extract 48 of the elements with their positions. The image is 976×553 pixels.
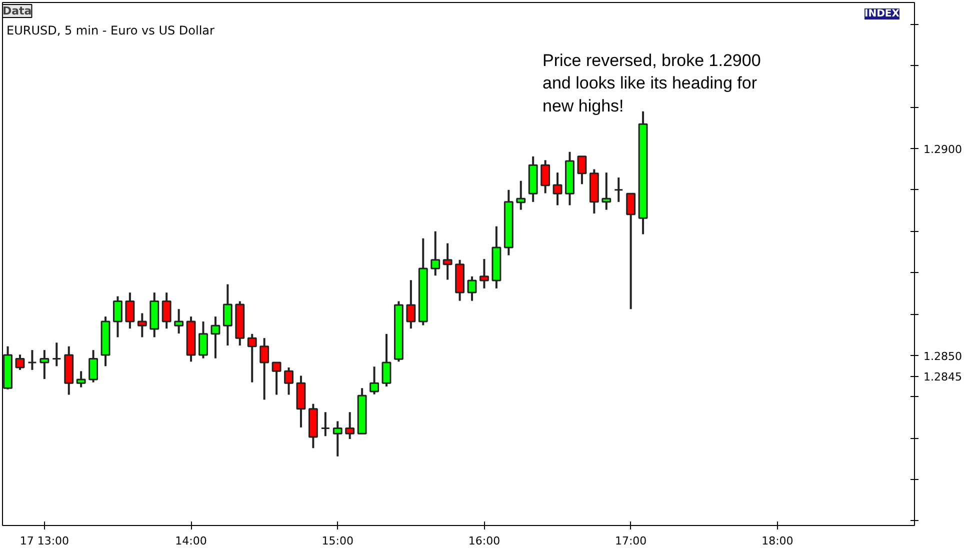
y-tick-label: 1.2900	[924, 143, 962, 156]
candlestick	[577, 155, 587, 186]
candlestick	[40, 349, 50, 380]
candlestick	[284, 366, 294, 396]
candlestick	[247, 332, 257, 384]
candlestick	[76, 370, 86, 388]
candlestick	[15, 354, 25, 371]
annotation: Price reversed, broke 1.2900 and looks like its heading for new highs!	[542, 50, 761, 116]
candlestick	[272, 361, 282, 396]
y-tick-label: 1.2850	[924, 350, 962, 363]
candlestick	[320, 411, 330, 438]
candlestick	[614, 176, 624, 203]
candlestick	[210, 316, 220, 360]
candlestick	[552, 172, 562, 206]
x-tick-label: 17:00	[614, 534, 647, 548]
candlestick	[52, 342, 62, 368]
candlestick	[198, 320, 208, 360]
x-tick-label: 18:00	[762, 534, 794, 548]
text: EURUSD, 5 min - Euro vs US Dollar	[6, 24, 215, 38]
candlestick	[113, 295, 122, 338]
candlestick	[88, 349, 98, 384]
candlestick	[430, 230, 440, 277]
candlestick	[260, 337, 270, 401]
candlestick	[162, 292, 172, 330]
x-tick-label: 17 13:00	[20, 534, 70, 548]
y-tick-label: 1.2845	[924, 370, 962, 384]
candlestick	[540, 159, 550, 194]
x-tick-label: 15:00	[322, 534, 354, 548]
annotation: INDEX	[864, 8, 900, 20]
candlestick	[174, 308, 184, 335]
candlestick	[602, 172, 612, 211]
candlestick	[137, 312, 147, 338]
candlestick	[382, 332, 392, 388]
candlestick	[222, 283, 232, 347]
x-tick-label: 14:00	[175, 534, 207, 548]
candlestick	[626, 192, 636, 310]
candlestick	[406, 279, 416, 330]
candlestick	[467, 275, 477, 302]
candlestick	[480, 258, 489, 290]
annotation: Data	[2, 4, 32, 18]
candlestick	[516, 180, 526, 211]
candlestick	[125, 292, 135, 330]
candlestick	[345, 411, 355, 440]
candlestick	[370, 366, 379, 396]
candlestick	[27, 349, 37, 371]
x-tick-label: 16:00	[468, 534, 500, 548]
candlestick	[332, 420, 342, 458]
candlestick	[442, 242, 452, 281]
